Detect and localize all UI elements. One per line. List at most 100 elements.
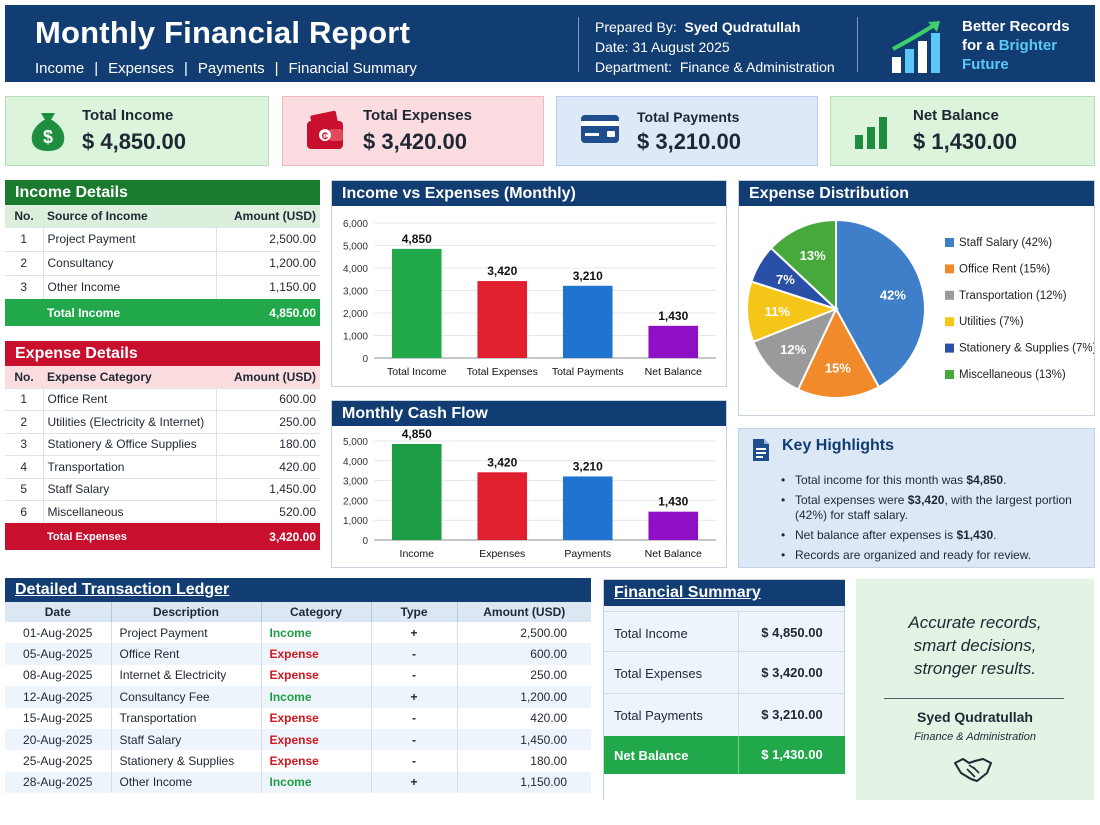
ledger-amount: 1,150.00 <box>457 771 591 794</box>
ledger-type: + <box>371 686 458 708</box>
expense-category: Miscellaneous <box>42 500 216 523</box>
table-row: 2 Consultancy 1,200.00 <box>5 250 320 275</box>
total-row: Total Income 4,850.00 <box>5 299 320 326</box>
ledger-category: Expense <box>261 664 372 687</box>
ledger-date: 05-Aug-2025 <box>5 643 112 665</box>
bar-chart-icon <box>855 117 887 149</box>
quote-divider <box>884 698 1064 699</box>
expense-category: Stationery & Office Supplies <box>42 432 216 456</box>
key-highlights-panel: Key Highlights Total income for this mon… <box>738 428 1095 568</box>
data-label: 3,210 <box>573 459 603 473</box>
ledger-description: Project Payment <box>111 622 262 644</box>
expense-details-panel: Expense Details No. Expense Category Amo… <box>5 341 320 552</box>
ledger-type: - <box>371 750 458 772</box>
ledger-type: + <box>371 622 458 644</box>
expense-category: Transportation <box>42 455 216 478</box>
nav-expenses[interactable]: Expenses <box>108 60 174 77</box>
expense-details-title: Expense Details <box>5 341 320 366</box>
x-tick-label: Total Payments <box>552 366 624 378</box>
tagline: Better Records for a Brighter Future <box>962 17 1070 74</box>
x-tick-label: Income <box>400 548 435 560</box>
summary-value: $ 1,430.00 <box>738 736 845 774</box>
y-tick-label: 4,000 <box>343 457 368 468</box>
nav-income[interactable]: Income <box>35 60 85 77</box>
col-header: Category <box>261 602 372 622</box>
transaction-ledger-panel: Detailed Transaction Ledger Date Descrip… <box>5 578 591 800</box>
expense-category: Office Rent <box>42 387 216 411</box>
ledger-type: - <box>371 728 458 751</box>
bar <box>477 472 528 540</box>
row-number: 6 <box>5 500 43 523</box>
header-divider <box>578 17 579 72</box>
summary-row: Total Payments $ 3,210.00 <box>604 693 845 735</box>
ledger-date: 28-Aug-2025 <box>5 771 112 794</box>
legend-swatch <box>945 264 954 274</box>
table-row: 05-Aug-2025 Office Rent Expense - 600.00 <box>5 643 591 665</box>
ledger-category: Expense <box>261 707 372 729</box>
ledger-amount: 250.00 <box>530 668 567 683</box>
quote-text: Accurate records, smart decisions, stron… <box>856 611 1094 680</box>
ledger-date: 15-Aug-2025 <box>5 707 112 729</box>
ledger-table: Date Description Category Type Amount (U… <box>5 602 591 794</box>
kpi-value: $ 3,210.00 <box>637 129 741 154</box>
legend-label: Staff Salary (42%) <box>959 237 1052 249</box>
table-row: 5 Staff Salary 1,450.00 <box>5 477 320 501</box>
kpi-total-payments: Total Payments $ 3,210.00 <box>556 96 818 166</box>
expense-amount: 420.00 <box>215 455 320 478</box>
ledger-category: Income <box>261 771 372 794</box>
highlight-text: Total expenses were <box>795 493 908 507</box>
ledger-category: Income <box>261 622 372 644</box>
quote-line: Accurate records, <box>908 613 1042 632</box>
total-value: 4,850.00 <box>269 305 316 320</box>
highlight-text: Total income for this month was <box>795 473 967 487</box>
row-number: 3 <box>5 432 43 456</box>
col-header: Amount (USD) <box>234 208 316 223</box>
highlights-title: Key Highlights <box>782 437 895 454</box>
x-tick-label: Expenses <box>479 548 525 560</box>
list-item: Net balance after expenses is $1,430. <box>781 528 1081 543</box>
slice-label: 7% <box>776 272 795 287</box>
highlight-text: , with the largest portion (42%) for sta… <box>795 493 1072 522</box>
y-tick-label: 3,000 <box>343 287 368 298</box>
prepared-by-name: Syed Qudratullah <box>684 19 801 35</box>
table-row: 1 Office Rent 600.00 <box>5 387 320 411</box>
legend-label: Stationery & Supplies (7%) <box>959 343 1094 355</box>
y-tick-label: 3,000 <box>343 477 368 488</box>
ledger-description: Staff Salary <box>111 728 262 751</box>
monthly-cash-flow-chart: 0 1,000 2,000 3,000 4,000 5,000 4,850 Income 3,4… <box>343 427 716 560</box>
x-tick-label: Total Income <box>387 366 447 378</box>
growth-chart-icon <box>892 21 940 73</box>
y-tick-label: 5,000 <box>343 437 368 448</box>
ledger-type: + <box>371 771 458 794</box>
kpi-value: $ 1,430.00 <box>913 129 1017 154</box>
legend-swatch <box>945 343 954 353</box>
list-item: Total income for this month was $4,850. <box>781 473 1081 488</box>
svg-text:₵: ₵ <box>322 131 329 141</box>
ledger-description: Other Income <box>111 771 262 794</box>
summary-row: Total Expenses $ 3,420.00 <box>604 651 845 693</box>
summary-title-bar: Financial Summary <box>604 580 845 606</box>
net-balance-row: Net Balance $ 1,430.00 <box>604 736 845 774</box>
nav-financial-summary[interactable]: Financial Summary <box>288 60 417 77</box>
quote-line: smart decisions, <box>913 636 1037 655</box>
nav-separator: | <box>274 60 279 77</box>
income-source: Project Payment <box>42 226 216 251</box>
bar <box>391 248 442 358</box>
summary-label: Total Income <box>614 626 688 641</box>
header-divider <box>857 17 858 72</box>
highlight-text: . <box>1003 473 1007 487</box>
col-header: Date <box>5 602 112 622</box>
legend-label: Utilities (7%) <box>959 316 1024 328</box>
expense-amount: 180.00 <box>215 432 320 456</box>
date-label: Date: <box>595 39 629 55</box>
col-header: Amount (USD) <box>457 602 591 622</box>
ledger-date: 20-Aug-2025 <box>5 728 112 751</box>
bar <box>562 476 613 540</box>
pie-slice <box>835 218 926 389</box>
nav-payments[interactable]: Payments <box>197 60 265 77</box>
income-vs-expenses-chart: 0 1,000 2,000 3,000 4,000 5,000 6,000 4,850 Tota… <box>343 219 716 378</box>
chart-title: Expense Distribution <box>739 181 1094 206</box>
y-tick-label: 0 <box>362 354 368 365</box>
x-tick-label: Net Balance <box>645 548 702 560</box>
expense-amount: 250.00 <box>215 410 320 433</box>
